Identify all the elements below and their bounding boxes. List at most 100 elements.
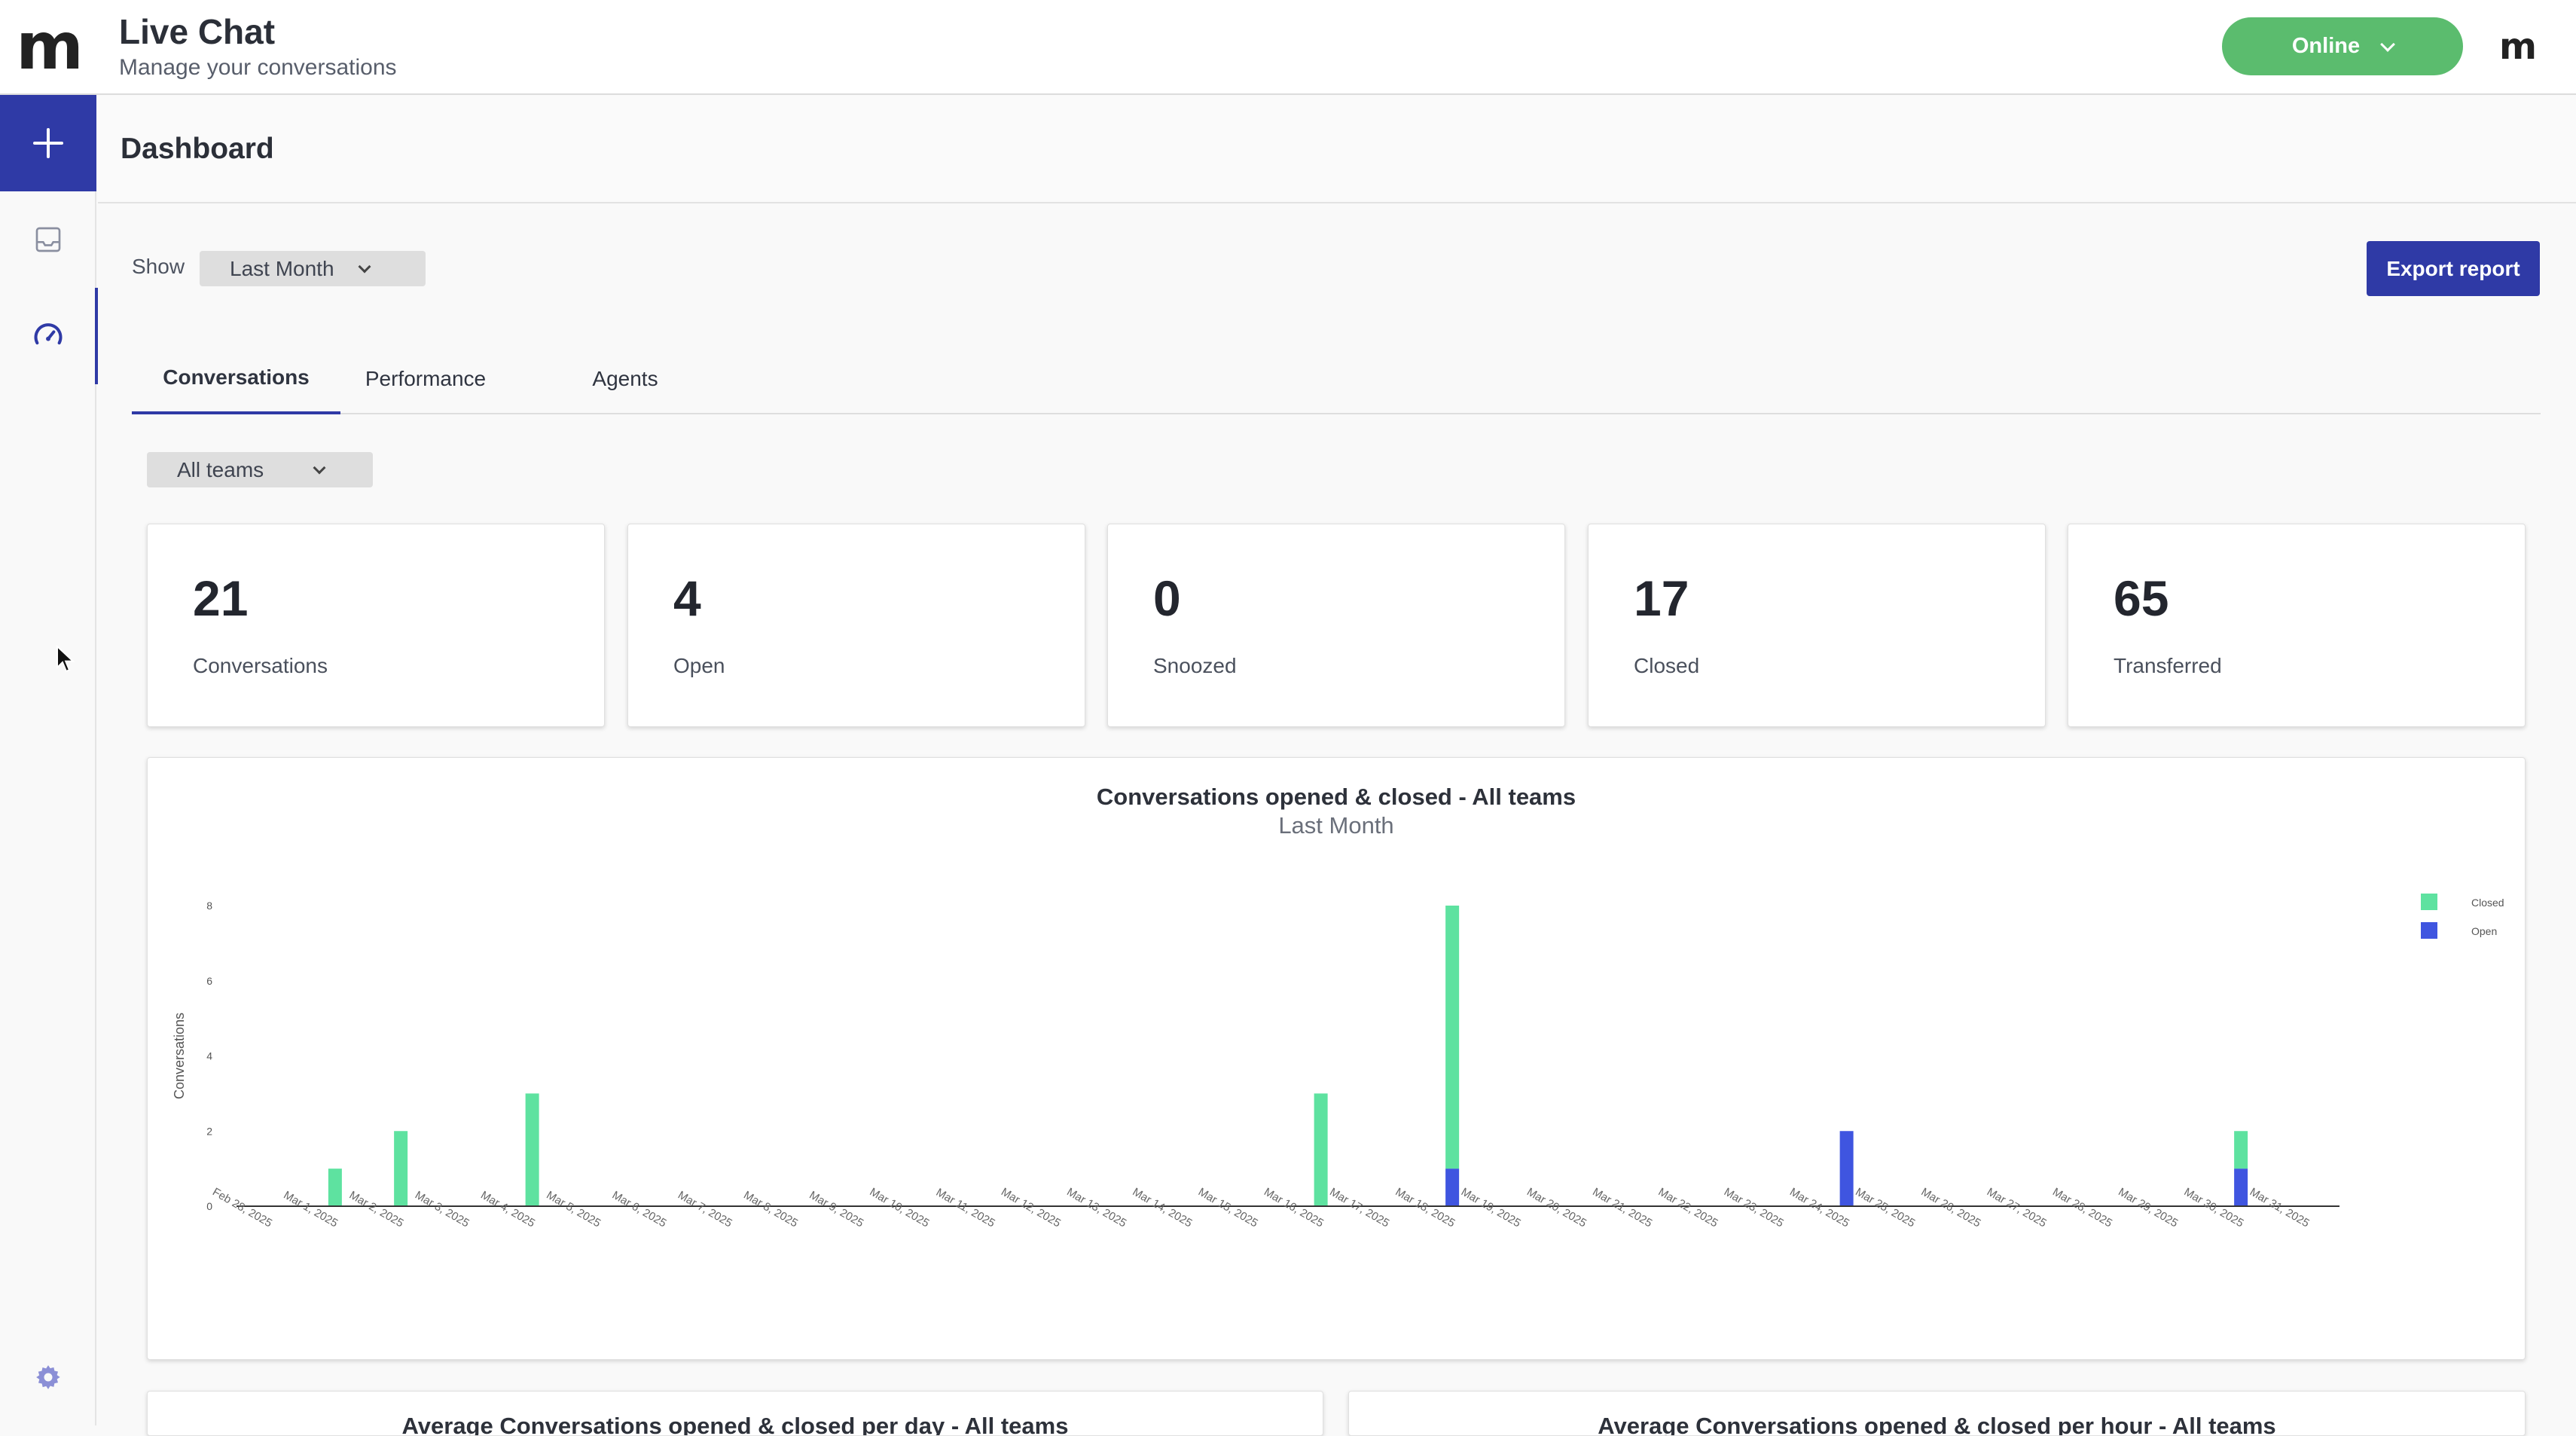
- legend-swatch-open: [2421, 922, 2437, 939]
- stat-value: 17: [1634, 570, 1689, 626]
- stat-label: Conversations: [193, 654, 328, 677]
- x-tick-label: Mar 27, 2025: [1985, 1186, 2049, 1230]
- y-tick-label: 6: [206, 975, 212, 987]
- stat-value: 4: [673, 570, 701, 626]
- bar-open-30: [2234, 1169, 2248, 1206]
- chevron-down-icon: [358, 260, 371, 273]
- plus-icon: [33, 128, 63, 158]
- x-tick-label: Mar 17, 2025: [1327, 1186, 1391, 1230]
- active-indicator: [95, 288, 98, 384]
- legend-swatch-closed: [2421, 894, 2437, 910]
- bar-closed-18: [1445, 906, 1460, 1169]
- x-tick-label: Mar 3, 2025: [413, 1189, 472, 1230]
- status-label: Online: [2291, 34, 2361, 58]
- chart-subtitle: Last Month: [1278, 812, 1394, 839]
- page-title: Dashboard: [121, 133, 274, 165]
- gear-icon: [36, 1365, 60, 1389]
- x-tick-label: Mar 7, 2025: [676, 1189, 734, 1230]
- stat-card-closed: 17 Closed: [1588, 524, 2046, 727]
- sidebar: [0, 95, 98, 1425]
- show-label: Show: [132, 255, 185, 278]
- bar-open-24: [1839, 1131, 1854, 1206]
- app-subtitle: Manage your conversations: [119, 55, 397, 80]
- stat-label: Transferred: [2114, 654, 2222, 677]
- app-header: m Live Chat Manage your conversations On…: [0, 0, 2576, 95]
- stat-value: 65: [2114, 570, 2169, 626]
- x-tick-label: Mar 25, 2025: [1853, 1186, 1917, 1230]
- avg-per-day-title: Average Conversations opened & closed pe…: [401, 1413, 1069, 1436]
- x-tick-label: Mar 22, 2025: [1656, 1186, 1720, 1230]
- bar-closed-16: [1314, 1093, 1328, 1206]
- dashboard-gauge-icon: [34, 323, 63, 345]
- avg-per-hour-card: Average Conversations opened & closed pe…: [1348, 1391, 2526, 1436]
- x-tick-label: Mar 11, 2025: [934, 1186, 997, 1230]
- app-logo[interactable]: m: [16, 9, 84, 84]
- sidebar-item-inbox[interactable]: [0, 191, 96, 288]
- chart-title: Conversations opened & closed - All team…: [1096, 784, 1576, 810]
- x-tick-label: Mar 31, 2025: [2248, 1186, 2312, 1230]
- sidebar-item-dashboard[interactable]: [0, 288, 98, 384]
- x-tick-label: Mar 28, 2025: [2050, 1186, 2114, 1230]
- y-tick-label: 0: [206, 1200, 212, 1212]
- x-tick-label: Mar 12, 2025: [999, 1186, 1063, 1230]
- x-tick-label: Mar 5, 2025: [545, 1189, 603, 1230]
- x-tick-label: Mar 13, 2025: [1064, 1186, 1128, 1230]
- x-tick-label: Mar 15, 2025: [1196, 1186, 1260, 1230]
- user-avatar-logo[interactable]: m: [2499, 26, 2537, 68]
- sidebar-item-settings[interactable]: [0, 1329, 96, 1425]
- x-tick-label: Mar 9, 2025: [807, 1189, 866, 1230]
- x-tick-label: Mar 21, 2025: [1590, 1186, 1654, 1230]
- stat-label: Snoozed: [1153, 654, 1237, 677]
- tab-performance[interactable]: Performance: [365, 366, 487, 390]
- date-range-value: Last Month: [230, 256, 334, 280]
- stat-value: 21: [193, 570, 249, 626]
- chevron-down-icon: [313, 461, 326, 474]
- avg-per-hour-title: Average Conversations opened & closed pe…: [1598, 1413, 2276, 1436]
- team-value: All teams: [177, 457, 264, 481]
- stat-card-transferred: 65 Transferred: [2068, 524, 2526, 727]
- new-conversation-button[interactable]: [0, 95, 96, 191]
- y-tick-label: 8: [206, 900, 212, 912]
- bar-open-18: [1445, 1169, 1460, 1206]
- app-title: Live Chat: [119, 12, 276, 51]
- inbox-icon: [35, 227, 61, 252]
- x-tick-label: Mar 8, 2025: [741, 1189, 800, 1230]
- stat-label: Open: [673, 654, 725, 677]
- stat-value: 0: [1153, 570, 1181, 626]
- x-tick-label: Mar 26, 2025: [1919, 1186, 1983, 1230]
- dashboard-tabs: Conversations Performance Agents: [132, 343, 2541, 414]
- export-report-button[interactable]: Export report: [2367, 241, 2540, 296]
- stat-label: Closed: [1634, 654, 1700, 677]
- stat-card-conversations: 21 Conversations: [147, 524, 605, 727]
- x-tick-label: Mar 23, 2025: [1722, 1186, 1786, 1230]
- x-tick-label: Feb 28, 2025: [210, 1186, 274, 1230]
- tab-conversations[interactable]: Conversations: [132, 343, 340, 414]
- avg-per-day-card: Average Conversations opened & closed pe…: [147, 1391, 1323, 1436]
- bar-closed-30: [2234, 1131, 2248, 1169]
- mouse-cursor-icon: [56, 645, 75, 673]
- legend-label-closed: Closed: [2471, 897, 2504, 909]
- y-tick-label: 4: [206, 1050, 212, 1062]
- team-select[interactable]: All teams: [147, 452, 373, 487]
- bar-closed-1: [328, 1169, 342, 1206]
- x-tick-label: Mar 20, 2025: [1525, 1186, 1589, 1230]
- y-axis-label: Conversations: [172, 1013, 187, 1099]
- bar-closed-4: [525, 1093, 539, 1206]
- tab-agents[interactable]: Agents: [592, 366, 658, 390]
- date-range-select[interactable]: Last Month: [200, 251, 426, 286]
- status-dropdown[interactable]: Online: [2222, 17, 2463, 75]
- page-title-bar: Dashboard: [98, 96, 2576, 203]
- chevron-down-icon: [2380, 36, 2396, 52]
- x-tick-label: Mar 29, 2025: [2116, 1186, 2180, 1230]
- stat-card-snoozed: 0 Snoozed: [1107, 524, 1565, 727]
- x-tick-label: Mar 6, 2025: [610, 1189, 669, 1230]
- legend-label-open: Open: [2471, 925, 2497, 937]
- x-tick-label: Mar 14, 2025: [1131, 1186, 1195, 1230]
- y-tick-label: 2: [206, 1125, 212, 1137]
- x-tick-label: Mar 10, 2025: [868, 1186, 932, 1230]
- bar-closed-2: [394, 1131, 408, 1206]
- header-titles: Live Chat Manage your conversations: [119, 12, 397, 81]
- x-tick-label: Mar 19, 2025: [1459, 1186, 1523, 1230]
- stat-card-open: 4 Open: [627, 524, 1085, 727]
